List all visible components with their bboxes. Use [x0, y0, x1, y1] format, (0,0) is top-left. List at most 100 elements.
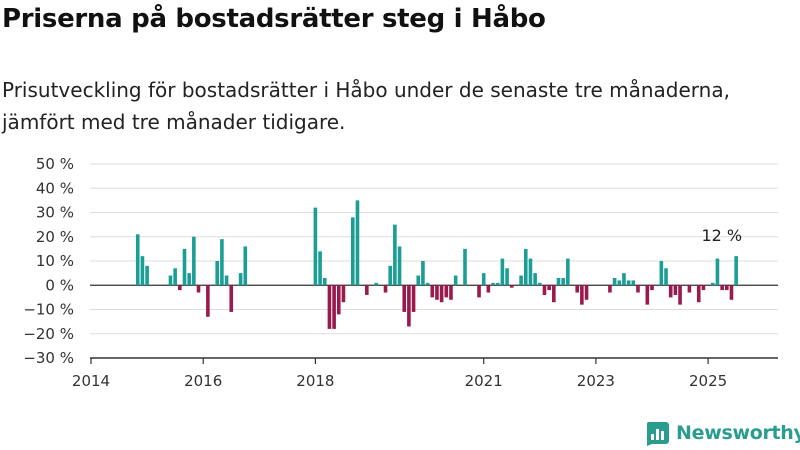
x-axis: [90, 357, 778, 364]
bar: [477, 285, 481, 298]
bar: [566, 258, 570, 286]
bar: [449, 285, 453, 300]
y-tick-label: 30 %: [36, 204, 74, 222]
bar: [411, 285, 416, 312]
bar: [318, 251, 322, 286]
bar: [486, 285, 491, 293]
bar: [687, 285, 692, 293]
bar: [617, 280, 622, 286]
bar: [664, 268, 668, 286]
bar: [397, 246, 402, 286]
bar: [636, 285, 640, 293]
y-tick-label: 10 %: [36, 252, 74, 270]
bar: [659, 261, 664, 286]
latest-value-label: 12 %: [701, 226, 742, 245]
bar: [224, 275, 229, 286]
bar: [336, 285, 341, 315]
bar: [612, 277, 617, 286]
bar: [374, 282, 378, 286]
bar: [725, 285, 729, 291]
bar: [140, 256, 145, 286]
bar: [453, 275, 458, 286]
bar: [135, 234, 140, 286]
bar: [645, 285, 650, 305]
bar: [322, 277, 327, 286]
bar: [444, 285, 449, 298]
chart-subtitle: Prisutveckling för bostadsrätter i Håbo …: [2, 78, 730, 134]
x-axis-labels: 2014 2016 2018 2021 2023 2025: [72, 372, 727, 390]
bar: [650, 285, 654, 291]
bar: [668, 285, 673, 298]
bar: [393, 224, 397, 286]
bars: [135, 200, 738, 329]
bar: [407, 285, 411, 327]
bar: [439, 285, 444, 303]
x-tick-label: 2014: [72, 372, 110, 390]
bar: [547, 285, 551, 291]
x-tick-label: 2016: [184, 372, 222, 390]
bar: [327, 285, 332, 329]
x-tick-label: 2023: [577, 372, 615, 390]
bar: [678, 285, 682, 305]
chart-title: Priserna på bostadsrätter steg i Håbo: [2, 4, 546, 34]
bar: [481, 273, 486, 286]
bar: [421, 261, 425, 286]
bar: [416, 275, 421, 286]
bar: [701, 285, 706, 291]
bar: [575, 285, 579, 293]
bar: [388, 265, 392, 286]
bar: [556, 277, 561, 286]
bar: [229, 285, 234, 312]
bar: [220, 239, 224, 286]
bar: [523, 248, 528, 286]
bar: [332, 285, 336, 329]
bar: [365, 285, 369, 295]
bar: [341, 285, 346, 303]
bar: [505, 268, 509, 286]
bar: [734, 256, 738, 286]
bar: [430, 285, 435, 298]
bar: [622, 273, 626, 286]
bar: [182, 248, 187, 286]
bar: [215, 261, 220, 286]
bar: [463, 248, 467, 286]
bar: [192, 236, 196, 286]
bar: [383, 285, 388, 293]
bar: [580, 285, 584, 305]
bar: [351, 217, 355, 286]
bar: [196, 285, 201, 293]
y-tick-label: 0 %: [45, 276, 74, 294]
bar: [561, 277, 565, 286]
bar: [509, 285, 514, 288]
y-tick-label: −30 %: [23, 349, 74, 367]
bar: [402, 285, 407, 312]
newsworthy-logo-icon: [646, 422, 669, 446]
x-tick-label: 2025: [689, 372, 727, 390]
bar: [538, 282, 542, 286]
bar: [500, 258, 505, 286]
bar: [187, 273, 191, 286]
bar: [435, 285, 439, 300]
bar: [631, 280, 636, 286]
bar: [168, 275, 173, 286]
bar: [528, 258, 533, 286]
bar: [584, 285, 589, 300]
x-tick-label: 2018: [296, 372, 334, 390]
bar: [238, 273, 243, 286]
y-tick-label: 50 %: [36, 155, 74, 173]
y-tick-label: −10 %: [23, 301, 74, 319]
bar: [495, 282, 500, 286]
bar: [313, 207, 318, 286]
bar: [355, 200, 360, 286]
bar: [673, 285, 678, 295]
bar: [729, 285, 734, 300]
bar: [608, 285, 612, 293]
newsworthy-logo: Newsworthy: [644, 420, 800, 446]
bar: [715, 258, 720, 286]
gridlines: [90, 163, 778, 335]
brand-name: Newsworthy: [676, 422, 800, 444]
bar: [425, 282, 430, 286]
bar: [533, 273, 537, 286]
bar: [696, 285, 701, 303]
